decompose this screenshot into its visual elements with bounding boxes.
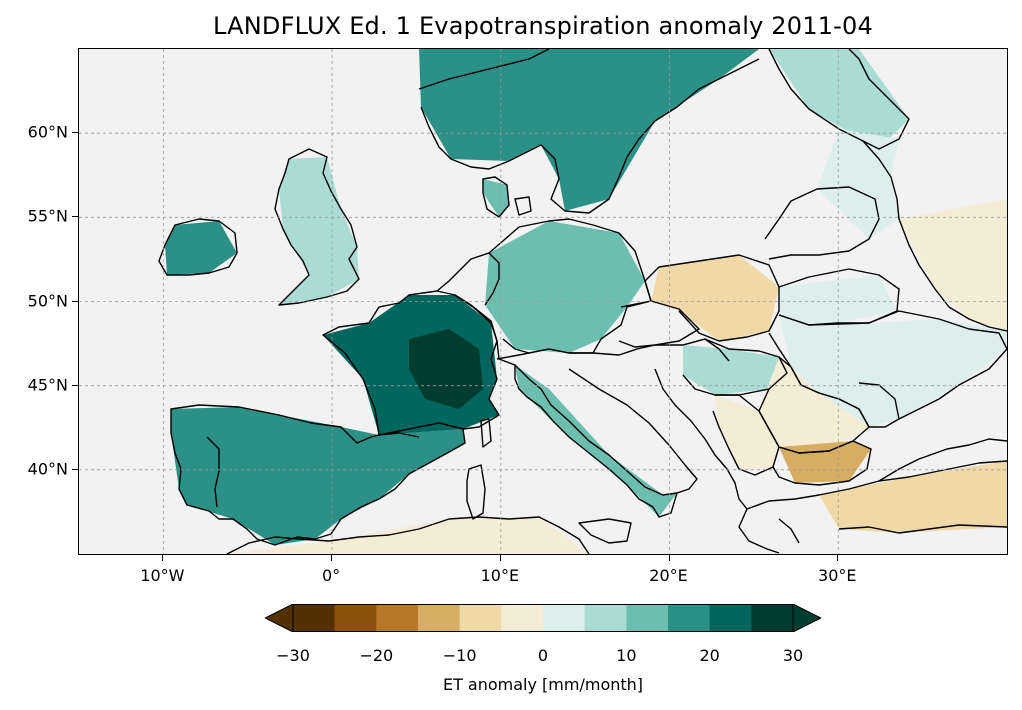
colorbar-swatch (459, 604, 502, 632)
anomaly-patch (779, 275, 897, 323)
colorbar-swatch (751, 604, 794, 632)
bulgaria (772, 440, 872, 486)
colorbar-extend-min (265, 604, 294, 632)
denmark (482, 176, 532, 218)
anomaly-patch (419, 49, 759, 211)
corsica (480, 418, 492, 448)
great-britain (274, 148, 360, 306)
portugal-border (206, 436, 220, 508)
iberia-coast (170, 404, 466, 546)
lat-tick-label: 55°N (27, 206, 68, 226)
anomaly-patch (759, 357, 869, 451)
coastline-and-border-lines (158, 49, 1007, 554)
anomaly-patch (715, 395, 779, 469)
france-east-border (454, 294, 516, 366)
map-canvas (79, 49, 1007, 554)
lon-tick-mark (668, 555, 670, 561)
lat-tick-mark (72, 468, 78, 470)
colorbar-swatch (668, 604, 711, 632)
map-title: LANDFLUX Ed. 1 Evapotranspiration anomal… (213, 12, 873, 40)
lon-tick-label: 0° (321, 566, 341, 585)
italy-north-coast (568, 368, 698, 494)
anomaly-patch (227, 517, 589, 554)
graticule (79, 49, 1007, 554)
anomaly-patch (817, 129, 899, 239)
anomaly-patch (279, 157, 359, 305)
ireland (158, 218, 238, 276)
anomaly-patch (165, 221, 237, 275)
colorbar-tick-label: 10 (616, 646, 637, 665)
anomaly-field (165, 49, 1007, 554)
colorbar-swatch (709, 604, 752, 632)
anomaly-patch (483, 179, 509, 217)
colorbar-extend-max (792, 604, 821, 632)
lat-tick-mark (72, 216, 78, 218)
lat-tick-label: 60°N (27, 122, 68, 142)
colorbar-swatch (293, 604, 336, 632)
lon-tick-mark (837, 555, 839, 561)
baltics (764, 186, 880, 260)
anomaly-patch (769, 49, 909, 149)
norway-sweden (418, 49, 760, 214)
lon-tick-label: 30°E (818, 566, 857, 585)
russia-west-border (862, 140, 1007, 332)
anomaly-patch (683, 345, 787, 395)
lon-tick-label: 10°E (480, 566, 520, 585)
anomaly-patch (651, 255, 779, 341)
anomaly-patch (779, 441, 871, 483)
colorbar-tick-label: −20 (359, 646, 394, 665)
lon-tick-label: 20°E (649, 566, 688, 585)
lat-tick-label: 40°N (27, 459, 68, 479)
colorbar (265, 604, 821, 632)
anomaly-patch (899, 199, 1007, 331)
colorbar-swatch (626, 604, 669, 632)
anomaly-patch (409, 329, 483, 409)
hungary (682, 338, 788, 396)
lon-tick-mark (331, 555, 333, 561)
lat-tick-label: 50°N (27, 291, 68, 310)
lon-tick-mark (499, 555, 501, 561)
lat-tick-mark (72, 132, 78, 134)
colorbar-swatch (584, 604, 627, 632)
colorbar-tick-label: 20 (699, 646, 720, 665)
colorbar-label: ET anomaly [mm/month] (442, 675, 644, 694)
colorbar-swatch (418, 604, 461, 632)
lat-tick-label: 45°N (27, 375, 68, 395)
lon-tick-mark (162, 555, 164, 561)
czech (618, 300, 700, 348)
colorbar-frame (292, 604, 794, 632)
moldova (858, 382, 900, 420)
lat-tick-mark (72, 300, 78, 302)
adriatic-east-coast (654, 368, 748, 510)
colorbar-tick-label: 0 (537, 646, 549, 665)
colorbar-tick-label: −10 (442, 646, 477, 665)
sardinia (466, 464, 486, 520)
colorbar-swatch (334, 604, 377, 632)
lat-tick-mark (72, 384, 78, 386)
greece (738, 494, 820, 554)
colorbar-tick-label: 30 (782, 646, 804, 665)
colorbar-swatch (376, 604, 419, 632)
italy (514, 364, 678, 518)
anomaly-patch (819, 461, 1007, 533)
colorbar-tick-label: −30 (276, 646, 310, 665)
map-panel (78, 48, 1008, 555)
north-africa (226, 516, 590, 554)
finland (768, 49, 910, 150)
anomaly-patch (485, 221, 645, 353)
colorbar-swatch (543, 604, 586, 632)
anomaly-patch (171, 407, 465, 545)
lon-tick-label: 10°W (140, 566, 185, 585)
sicily (578, 518, 632, 544)
turkey (818, 460, 1007, 534)
black-sea-coast (878, 438, 1007, 482)
anomaly-patch (779, 315, 1007, 427)
colorbar-swatch (501, 604, 544, 632)
